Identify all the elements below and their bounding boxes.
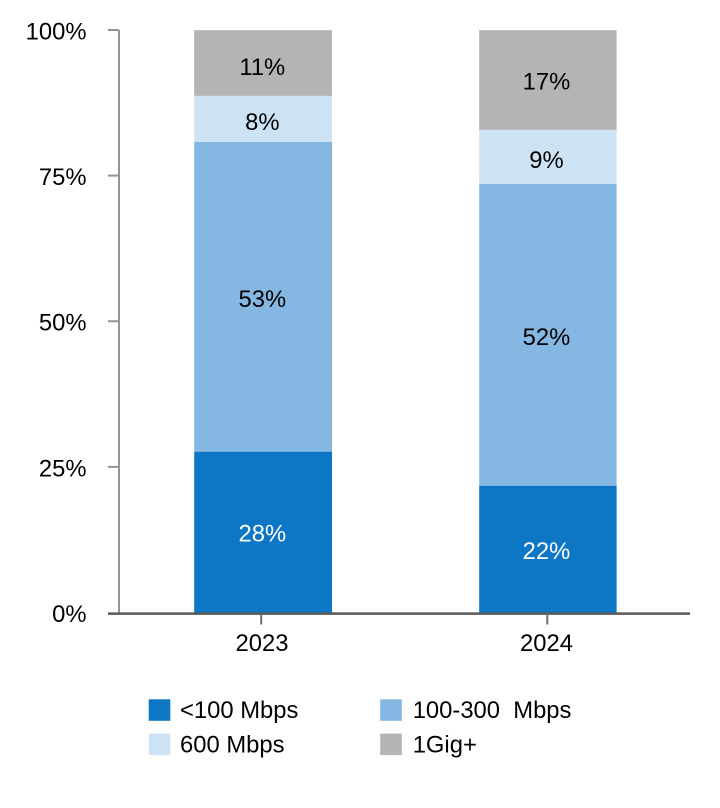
svg-text:25%: 25% [39, 455, 87, 482]
svg-text:600 Mbps: 600 Mbps [180, 731, 285, 758]
svg-text:8%: 8% [245, 109, 279, 136]
svg-text:53%: 53% [238, 286, 286, 313]
svg-text:<100 Mbps: <100 Mbps [180, 697, 299, 724]
svg-text:52%: 52% [523, 324, 571, 351]
svg-text:75%: 75% [39, 164, 87, 191]
svg-text:22%: 22% [523, 538, 571, 565]
svg-text:28%: 28% [238, 521, 286, 548]
svg-text:17%: 17% [523, 68, 571, 95]
svg-text:100-300 Mbps: 100-300 Mbps [413, 697, 572, 724]
svg-text:50%: 50% [39, 310, 87, 337]
svg-text:1Gig+: 1Gig+ [413, 731, 477, 758]
svg-text:11%: 11% [239, 54, 285, 81]
svg-text:100%: 100% [26, 18, 87, 45]
svg-text:0%: 0% [52, 601, 86, 628]
svg-text:9%: 9% [529, 147, 563, 174]
svg-text:2023: 2023 [236, 630, 289, 657]
svg-text:2024: 2024 [520, 630, 573, 657]
